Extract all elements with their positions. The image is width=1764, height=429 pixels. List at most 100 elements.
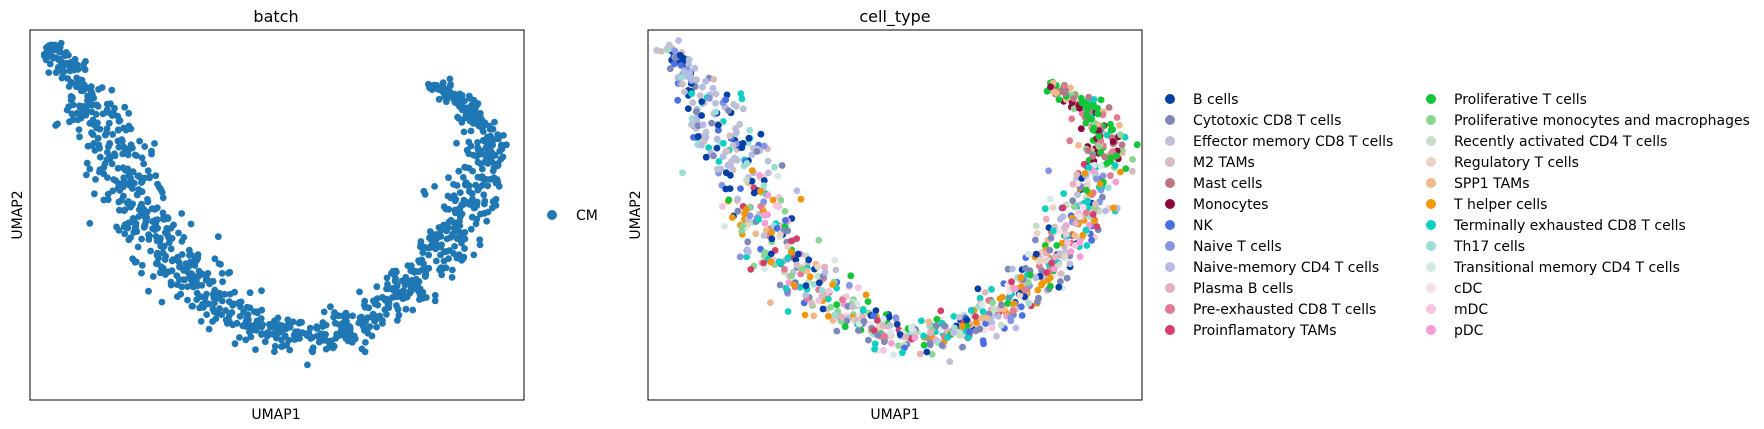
cell-type-point [997,321,1005,329]
cell-type-points [653,37,1141,365]
batch-point [74,116,82,124]
batch-point [393,268,400,276]
cell-type-point [841,323,849,331]
cell-type-point [713,144,721,152]
batch-point [453,139,460,147]
cell-type-point [685,56,693,64]
batch-points [40,39,510,369]
batch-point [104,190,112,198]
cell-type-point [972,313,979,320]
cell-type-point [728,214,736,221]
batch-point [416,291,424,299]
cell-type-legend-label: Cytotoxic CD8 T cells [1193,113,1341,129]
batch-point [319,319,327,326]
batch-point [100,196,108,204]
cell-type-point [888,340,895,347]
cell-type-point [1089,211,1097,218]
cell-type-point [1067,84,1074,92]
batch-point [425,251,433,259]
cell-type-point [1068,115,1076,123]
cell-type-point [1044,276,1052,284]
batch-point [133,152,140,160]
cell-type-point [972,318,980,326]
cell-type-point [976,294,984,302]
cell-type-point [984,314,991,322]
cell-type-point [1045,167,1052,175]
cell-type-point [979,308,987,315]
batch-point [54,120,61,128]
cell-type-legend-label: T helper cells [1453,197,1547,213]
batch-point [243,314,251,322]
batch-point [320,308,328,316]
batch-point [149,273,157,280]
cell-type-point [778,162,786,169]
batch-point [214,233,222,241]
cell-type-point [998,301,1005,309]
batch-point [86,165,94,173]
cell-type-point [784,254,792,262]
cell-type-legend-marker [1165,325,1175,335]
cell-type-point [767,250,775,258]
batch-point [455,228,462,236]
batch-point [159,194,167,202]
cell-type-point [902,333,909,341]
cell-type-point [827,303,834,311]
cell-type-point [978,314,986,322]
cell-type-point [738,227,746,235]
cell-type-point [1027,271,1034,279]
batch-point [431,297,439,305]
batch-point [154,180,161,188]
batch-point [135,213,143,220]
cell-type-point [666,65,674,73]
batch-point [111,152,119,160]
batch-point [447,81,454,88]
batch-point [212,315,220,322]
cell-type-legend-label: Monocytes [1193,197,1268,213]
batch-point [252,346,259,353]
cell-type-point [760,232,768,240]
cell-type-point [760,182,768,190]
cell-type-legend-label: Naive-memory CD4 T cells [1193,260,1379,276]
cell-type-legend-marker [1426,178,1436,188]
cell-type-point [1059,204,1067,212]
cell-type-point [714,121,722,129]
cell-type-point [782,217,789,224]
cell-type-point [1109,138,1117,146]
batch-point [460,255,467,262]
cell-type-point [978,301,986,308]
cell-type-point [1070,95,1077,102]
batch-point [173,281,181,288]
cell-type-point [1051,253,1059,261]
batch-point [417,241,425,249]
batch-point [461,163,469,171]
cell-type-point [739,105,747,113]
cell-type-point [920,341,928,349]
cell-type-point [843,317,850,325]
cell-type-point [933,315,941,323]
cell-type-legend-label: SPP1 TAMs [1454,176,1530,192]
cell-type-point [1008,278,1015,286]
cell-type-point [1117,131,1124,139]
cell-type-point [1032,250,1040,258]
cell-type-legend-marker [1165,262,1175,272]
cell-type-point [1101,153,1108,161]
batch-point [153,259,161,267]
cell-type-point [991,306,998,314]
batch-point [193,289,201,297]
cell-type-legend-marker [1426,157,1436,167]
batch-point [141,143,149,150]
cell-type-point [762,226,770,234]
batch-point [445,174,452,182]
batch-point [392,288,399,296]
batch-point [205,277,213,285]
cell-type-point [1066,260,1074,268]
cell-type-point [880,346,887,354]
batch-point [453,254,461,262]
cell-type-point [1085,93,1093,101]
cell-type-point [928,351,936,358]
batch-point [246,289,254,297]
cell-type-point [1046,246,1054,254]
cell-type-point [1109,126,1117,133]
batch-point [339,312,347,320]
cell-type-point [792,256,800,264]
